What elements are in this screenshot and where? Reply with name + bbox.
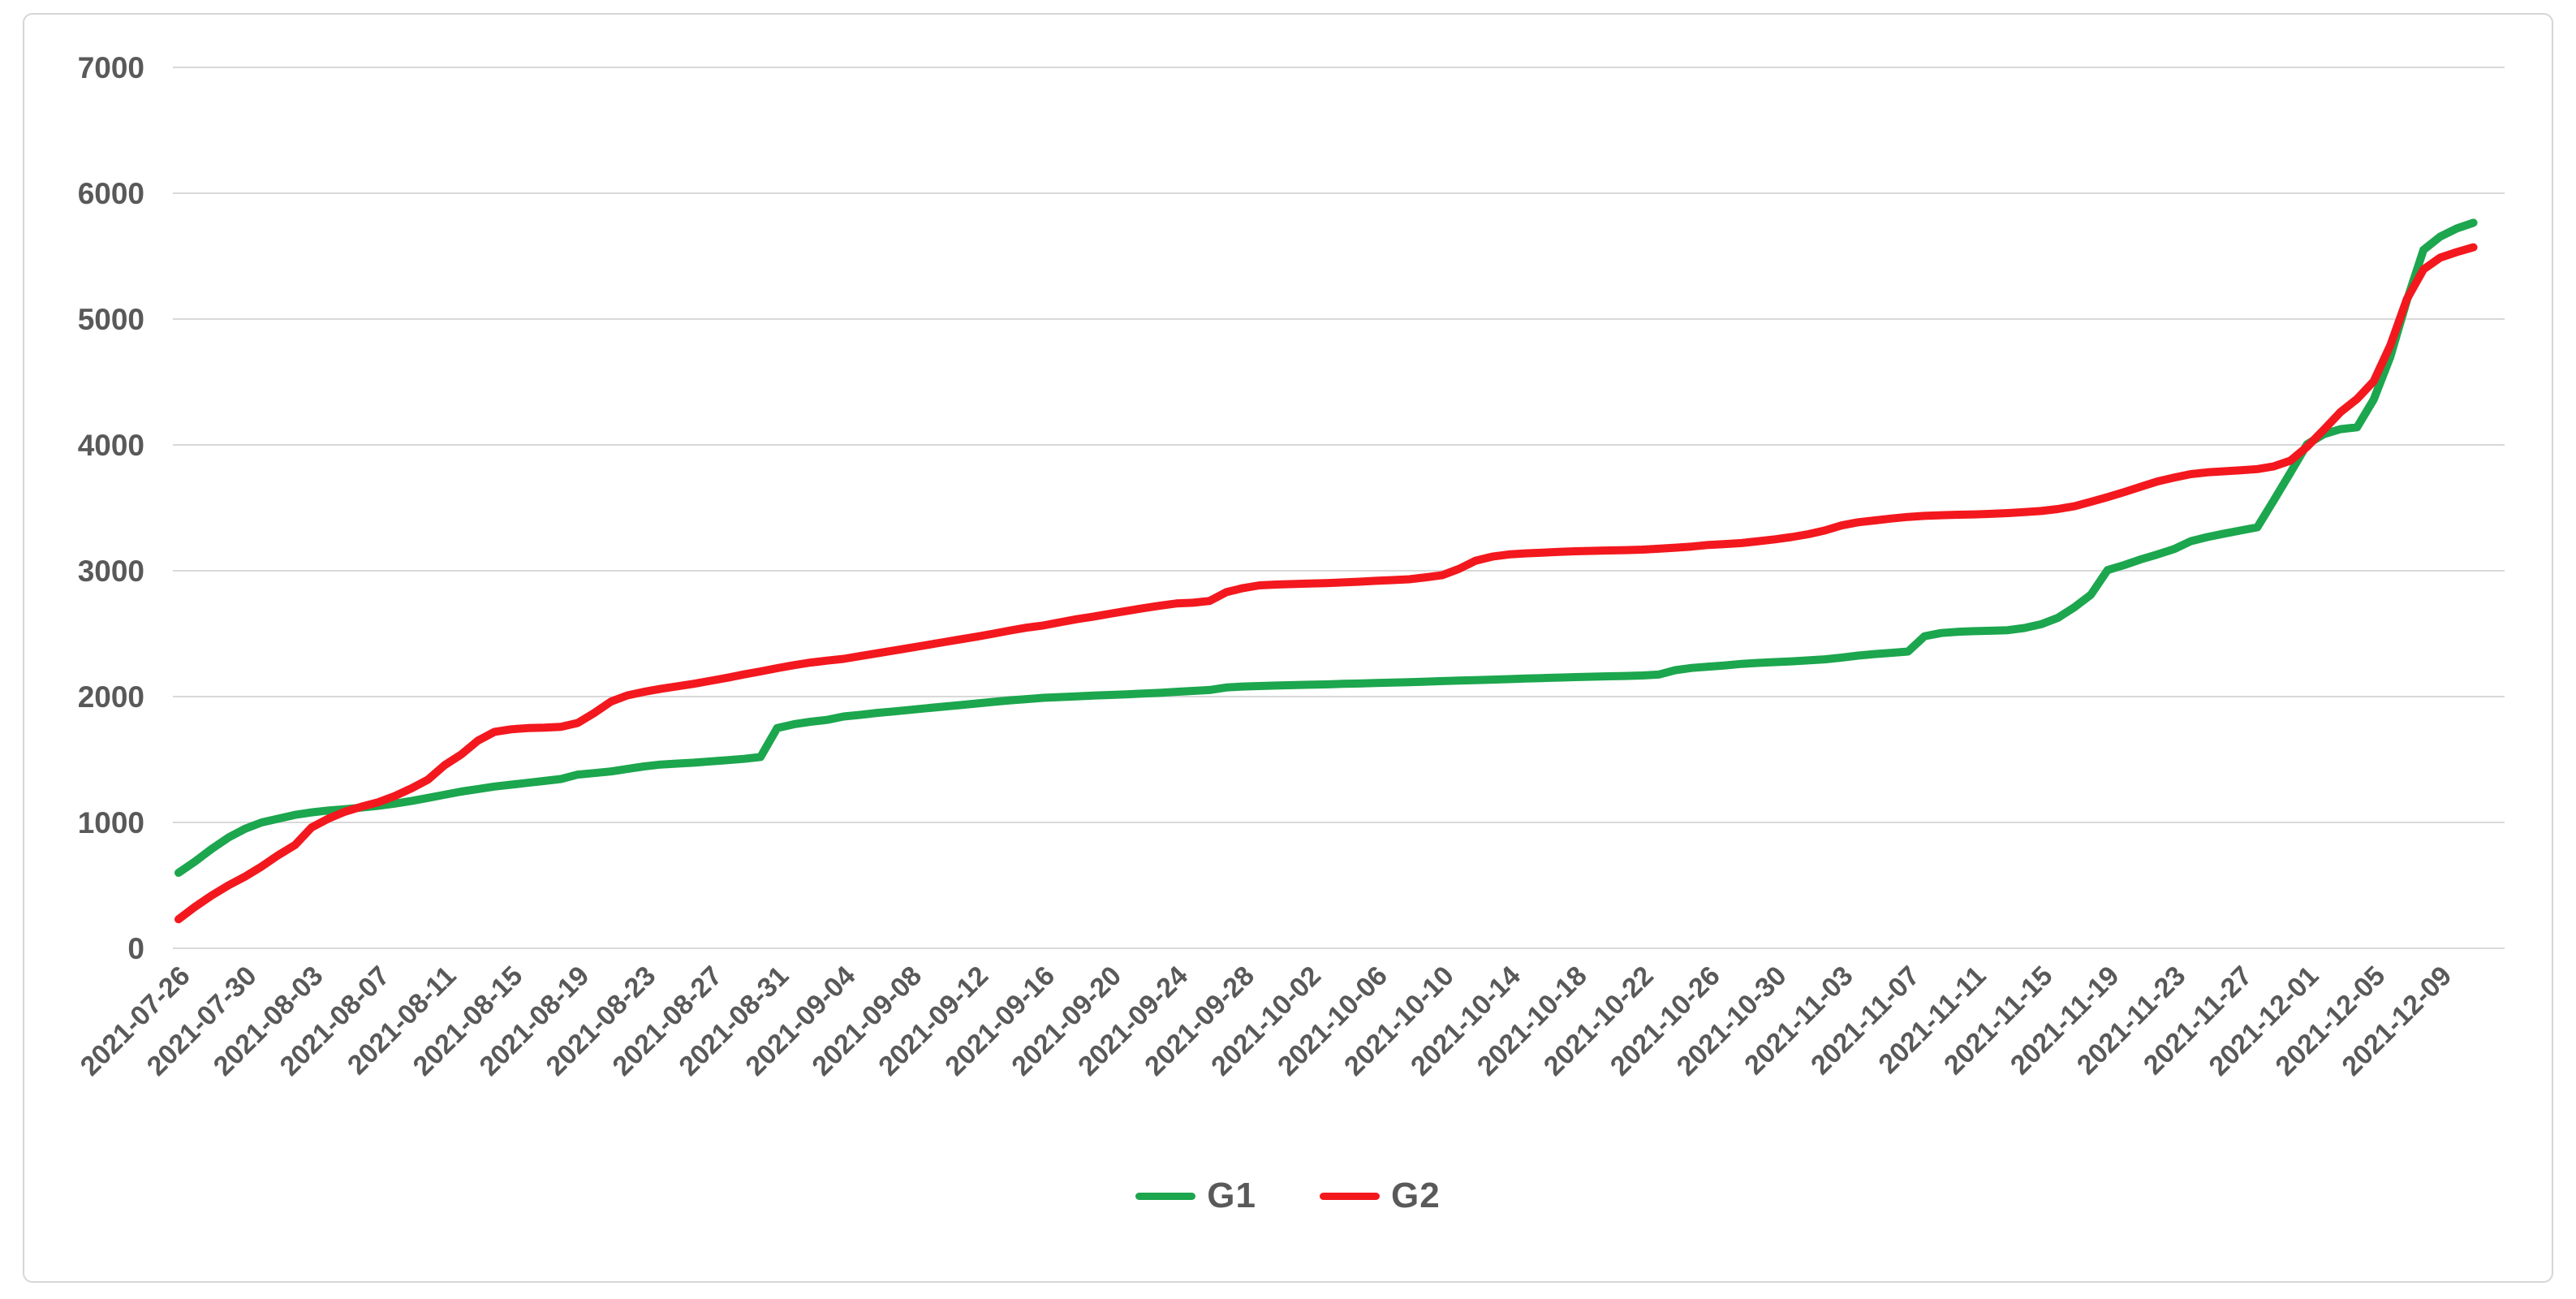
y-tick-label-6000: 6000 [78,177,144,210]
legend-item-g2: G2 [1320,1176,1441,1216]
chart-legend: G1 G2 [0,1176,2576,1216]
g1-line-swatch [1135,1192,1196,1200]
y-tick-label-1000: 1000 [78,806,144,839]
legend-item-g1: G1 [1135,1176,1256,1216]
series-G1-line [174,218,2478,877]
y-tick-label-5000: 5000 [78,303,144,336]
x-axis-tick-labels: 2021-07-262021-07-302021-08-032021-08-07… [75,960,2458,1082]
g1-legend-label: G1 [1207,1176,1256,1215]
gridlines [173,67,2505,949]
g2-line-swatch [1320,1192,1380,1200]
series-G2-line [174,243,2478,924]
y-axis-tick-labels: 0 1000 2000 3000 4000 5000 6000 7000 [78,51,144,965]
y-tick-label-4000: 4000 [78,429,144,462]
y-tick-label-2000: 2000 [78,680,144,714]
series-lines [174,218,2478,924]
y-tick-label-3000: 3000 [78,555,144,588]
chart-border-frame [23,13,2553,1283]
y-tick-label-7000: 7000 [78,51,144,84]
g2-legend-label: G2 [1391,1176,1441,1215]
y-tick-label-0: 0 [127,932,144,965]
